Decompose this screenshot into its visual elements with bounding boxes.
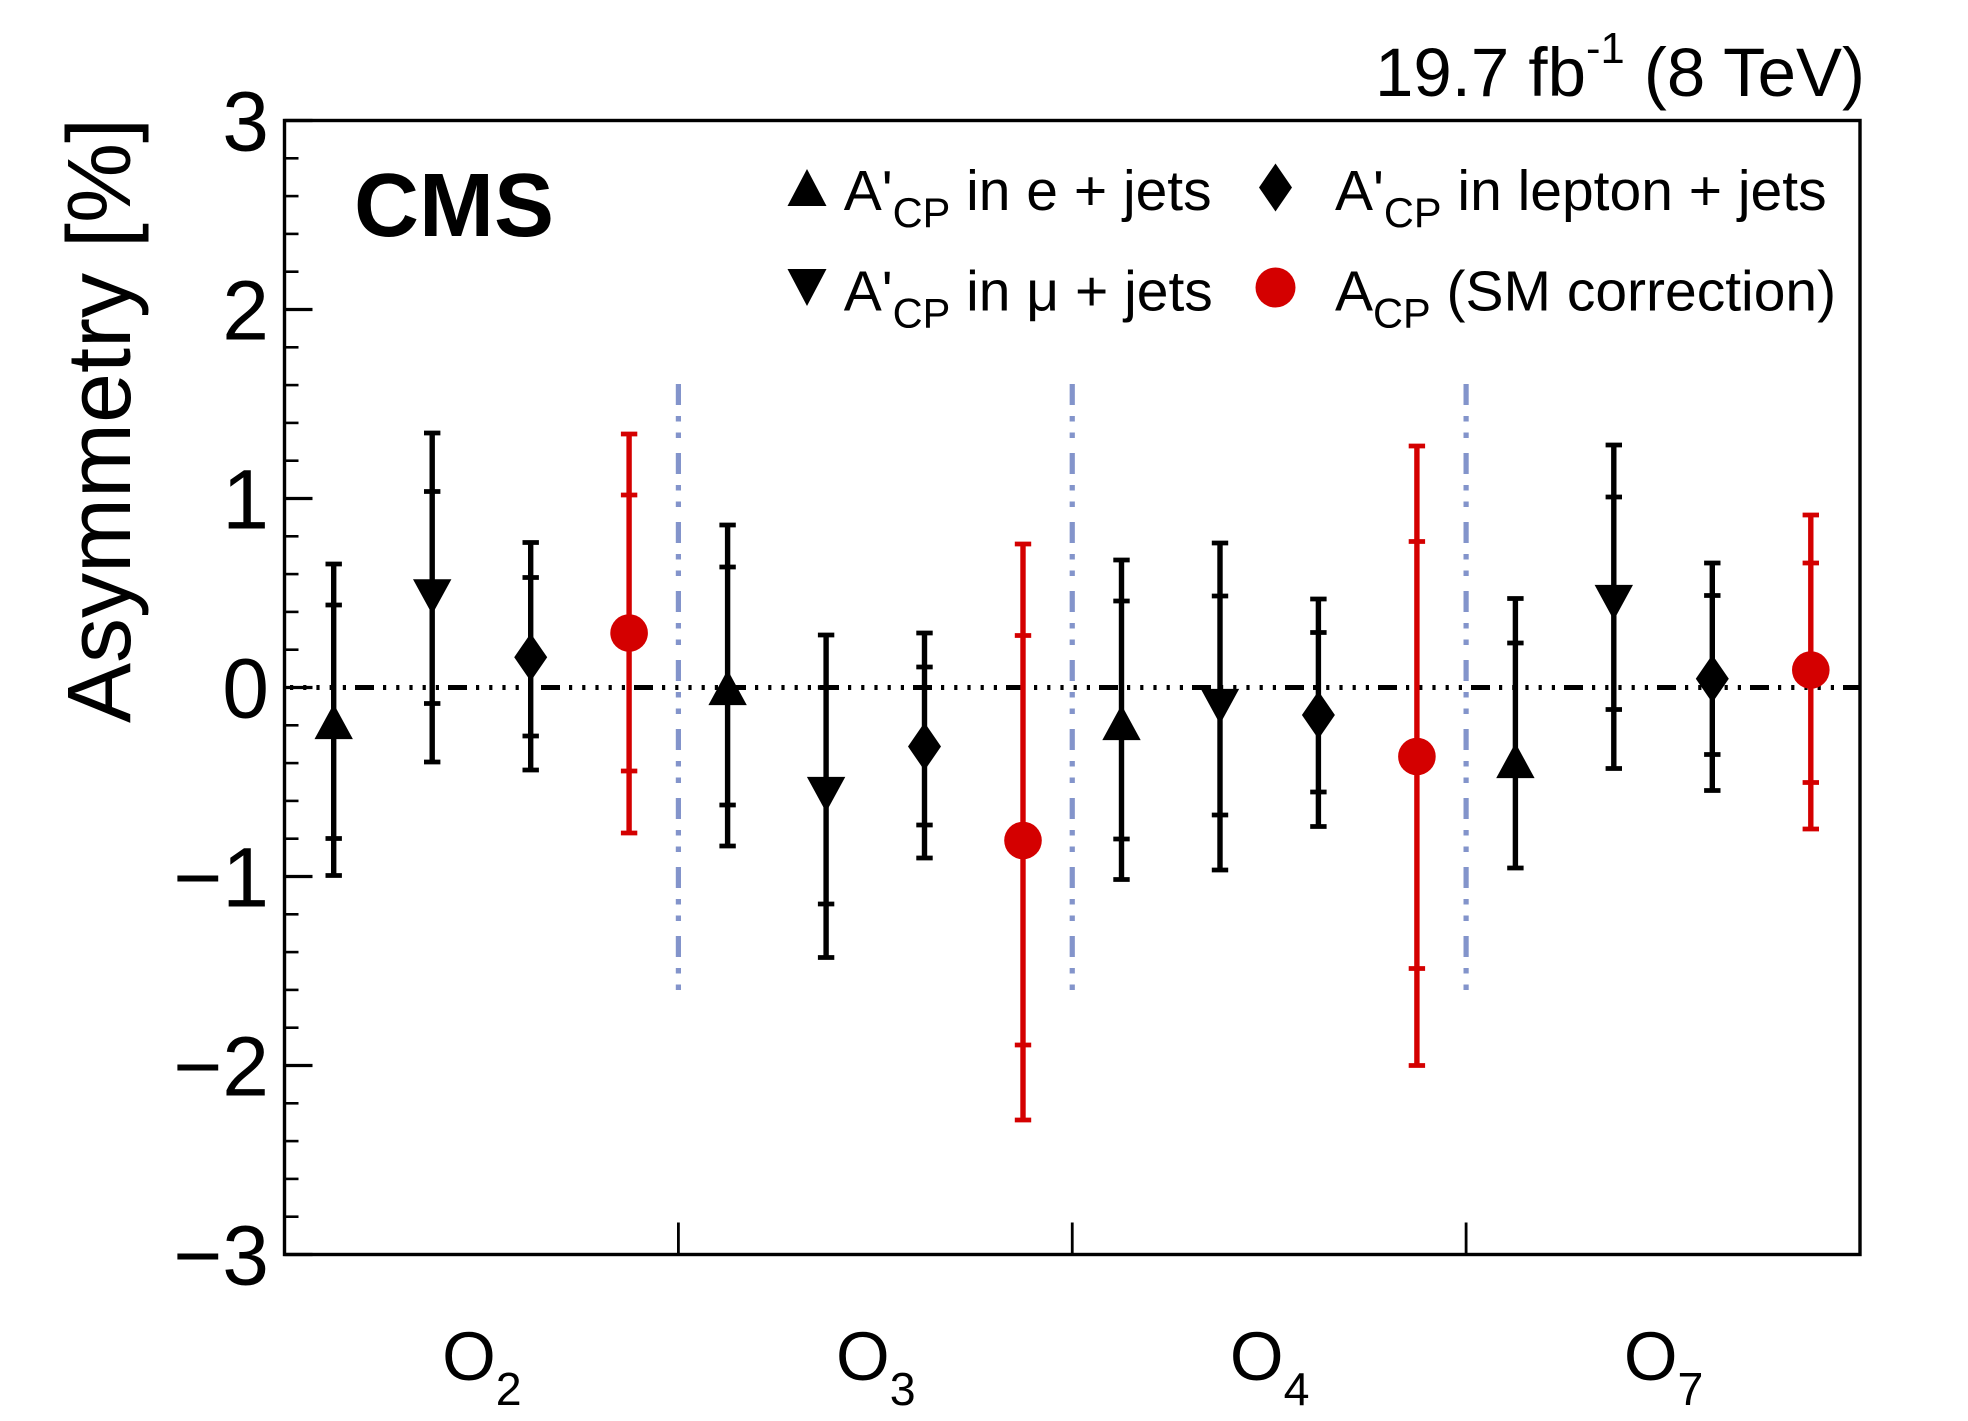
svg-text:Asymmetry [%]: Asymmetry [%] bbox=[50, 118, 150, 723]
svg-text:1: 1 bbox=[222, 453, 269, 547]
svg-text:−1: −1 bbox=[173, 831, 269, 925]
svg-text:0: 0 bbox=[222, 642, 269, 736]
svg-text:CMS: CMS bbox=[354, 156, 554, 256]
svg-text:2: 2 bbox=[222, 264, 269, 358]
svg-text:−3: −3 bbox=[173, 1209, 269, 1303]
svg-text:−2: −2 bbox=[173, 1020, 269, 1114]
svg-text:19.7 fb-1 (8 TeV): 19.7 fb-1 (8 TeV) bbox=[1375, 25, 1865, 111]
svg-text:3: 3 bbox=[222, 75, 269, 169]
